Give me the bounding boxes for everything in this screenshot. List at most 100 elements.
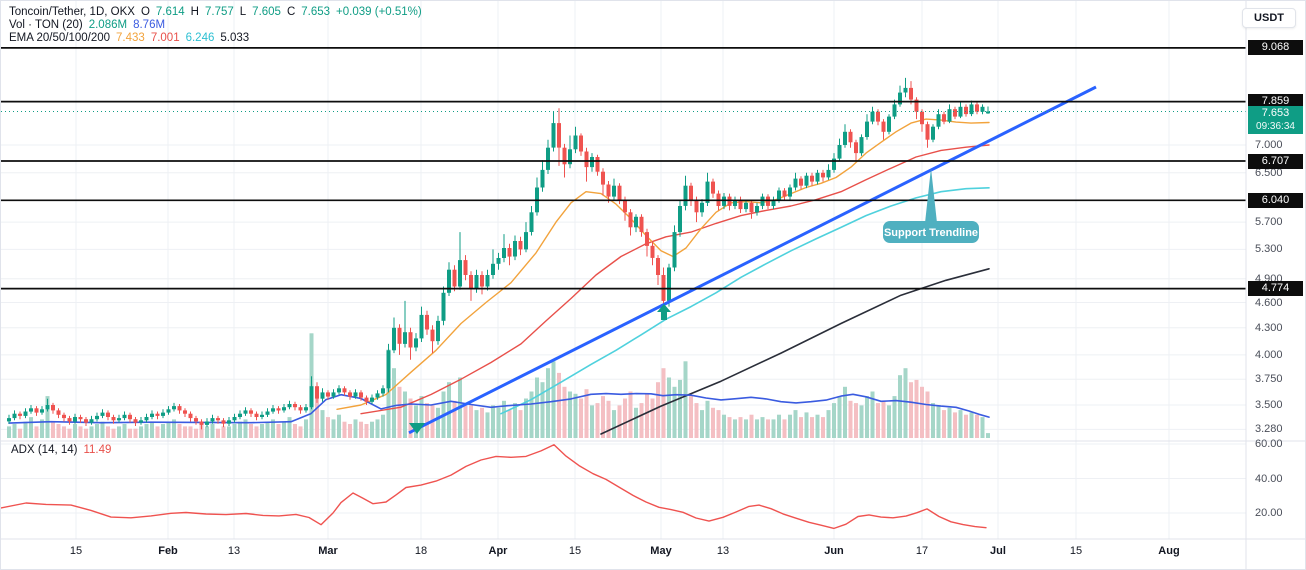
candle (942, 114, 946, 122)
time-tick: Mar (318, 545, 338, 557)
support-trendline[interactable] (408, 85, 1097, 435)
candle (722, 196, 726, 206)
volume-bar (513, 403, 517, 438)
time-tick: Aug (1158, 545, 1180, 557)
time-axis[interactable]: 15 Feb 13 Mar 18 Apr 15 May 13 Jun 17 Jul 15 Aug (1, 539, 1247, 569)
candle (89, 419, 94, 423)
candle (815, 172, 820, 182)
volume-bar (67, 428, 72, 438)
price-tick: 4.300 (1255, 321, 1283, 334)
volume-bar (122, 424, 127, 438)
volume-bar (375, 419, 380, 438)
callout-label: Support Trendline (884, 227, 978, 239)
candle (760, 196, 765, 206)
volume-bar (249, 424, 253, 438)
legend-item: O (140, 6, 150, 18)
candle (628, 212, 633, 228)
volume-bar (100, 421, 105, 438)
candle (711, 181, 715, 194)
price-axis[interactable]: 7.000 6.500 5.700 5.300 4.900 4.600 4.300 4.000… (1247, 1, 1305, 569)
volume-bar (562, 386, 567, 438)
legend-item: L (239, 6, 247, 18)
volume-bar (188, 426, 193, 438)
moving-averages (8, 118, 990, 435)
candle (766, 196, 770, 206)
candle (216, 418, 220, 421)
volume-bar (342, 421, 347, 438)
legend-item: 7.433 (116, 32, 145, 44)
volume-bar (722, 414, 726, 438)
candle (810, 175, 814, 182)
volume-bar (496, 407, 501, 438)
volume-bar (320, 410, 325, 438)
candle (975, 104, 979, 112)
volume-bar (848, 400, 853, 438)
volume-bar (392, 368, 396, 438)
volume-bar (227, 426, 231, 438)
candle (45, 405, 50, 410)
candle (370, 397, 374, 402)
candle (353, 392, 358, 397)
candle (920, 111, 924, 125)
candle (881, 121, 886, 132)
volume-bar (788, 414, 792, 438)
volume-bar (540, 382, 545, 438)
candle (331, 392, 336, 397)
drawings[interactable] (408, 85, 1097, 435)
candle (496, 258, 501, 264)
candle (595, 157, 600, 172)
candles (7, 77, 990, 430)
volume-bar (705, 400, 710, 438)
volume-bar (782, 419, 787, 438)
candle (260, 414, 264, 417)
currency-unit-button[interactable]: USDT (1242, 8, 1296, 28)
legend-item: EMA 20/50/100/200 (9, 32, 111, 44)
volume-bar (243, 419, 248, 438)
horizontal-price-lines[interactable] (1, 47, 1246, 290)
volume-bar (370, 421, 374, 438)
volume-bar (551, 361, 556, 438)
volume-bar (518, 410, 523, 438)
support-trendline-callout[interactable]: Support Trendline (883, 168, 979, 243)
volume-bar (766, 419, 770, 438)
volume-bar (903, 368, 908, 438)
candle (634, 216, 638, 228)
arrow-up-marker[interactable] (657, 304, 671, 320)
candle (617, 185, 622, 200)
triangle-marker[interactable] (409, 423, 425, 434)
candle (34, 408, 39, 413)
price-tick: 4.600 (1255, 296, 1283, 309)
candle (947, 109, 952, 122)
callout-box[interactable] (883, 221, 979, 243)
candle (936, 114, 941, 127)
time-tick: 13 (716, 545, 730, 557)
candle (788, 187, 792, 197)
candle (513, 241, 517, 257)
candle (551, 123, 556, 148)
candle (771, 199, 776, 206)
volume-bar (183, 426, 187, 438)
volume-bar (128, 428, 132, 438)
candle (144, 417, 149, 421)
time-tick: 15 (1069, 545, 1083, 557)
adx-tick: 60.00 (1255, 438, 1283, 450)
volume-bar (826, 410, 831, 438)
candle (656, 258, 660, 275)
volume-bar (612, 410, 616, 438)
candle (683, 185, 688, 206)
volume-bar (348, 424, 352, 438)
volume-bar (887, 405, 891, 438)
volume-bar (590, 405, 594, 438)
volume-bar (898, 375, 902, 438)
volume-bar (694, 403, 699, 438)
ema20-line (336, 118, 990, 410)
candle (694, 199, 699, 213)
volume-bar (964, 414, 968, 438)
legend-item: 5.033 (220, 32, 250, 44)
candle (265, 411, 270, 415)
candle (892, 104, 897, 117)
volume-bar (254, 426, 259, 438)
candle (799, 178, 803, 186)
volume-bar (304, 419, 308, 438)
